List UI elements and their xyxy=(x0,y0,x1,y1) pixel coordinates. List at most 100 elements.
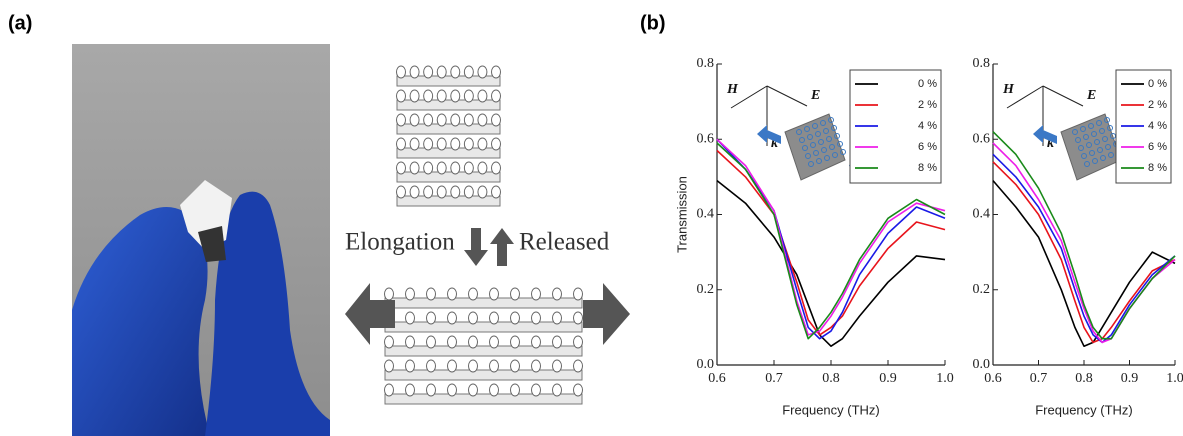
fiber-end xyxy=(448,360,457,372)
inset-label: H xyxy=(1002,82,1015,97)
y-tick-label: 0.4 xyxy=(697,207,715,222)
y-tick-label: 0.6 xyxy=(697,131,715,146)
fiber-end xyxy=(406,384,415,396)
fiber-end xyxy=(451,162,460,174)
fiber-end xyxy=(437,186,446,198)
fiber-end xyxy=(492,90,501,102)
inset-arrow xyxy=(757,125,781,144)
fiber xyxy=(385,370,582,380)
fiber-end xyxy=(451,90,460,102)
fiber xyxy=(385,298,582,308)
series-line xyxy=(717,181,945,347)
panel-label: (a) xyxy=(8,12,32,34)
fiber-end xyxy=(478,138,487,150)
fiber-end xyxy=(478,162,487,174)
fiber-end xyxy=(427,288,436,300)
fiber-end xyxy=(385,336,394,348)
fiber-end xyxy=(406,336,415,348)
fiber-end xyxy=(424,114,433,126)
fiber-end xyxy=(553,312,562,324)
panel-label: (b) xyxy=(640,12,666,34)
fiber-end xyxy=(451,138,460,150)
x-tick-label: 0.6 xyxy=(984,371,1002,386)
y-tick-label: 0.8 xyxy=(973,56,991,71)
fiber-end xyxy=(406,360,415,372)
x-tick-label: 0.7 xyxy=(1030,371,1048,386)
x-tick-label: 0.8 xyxy=(822,371,840,386)
fiber-end xyxy=(385,360,394,372)
x-tick-label: 0.6 xyxy=(708,371,726,386)
released-label: Released xyxy=(519,229,610,256)
fiber-end xyxy=(478,66,487,78)
fiber-end xyxy=(469,312,478,324)
fiber-end xyxy=(406,312,415,324)
fiber-end xyxy=(490,360,499,372)
fiber-end xyxy=(397,66,406,78)
fiber-end xyxy=(478,114,487,126)
x-axis-label: Frequency (THz) xyxy=(782,402,880,417)
legend-label: 8 % xyxy=(918,162,937,174)
x-tick-label: 0.9 xyxy=(879,371,897,386)
fiber-end xyxy=(448,336,457,348)
fiber-end xyxy=(492,66,501,78)
y-tick-label: 0.6 xyxy=(973,131,991,146)
legend-label: 2 % xyxy=(1148,99,1167,111)
fiber-end xyxy=(410,66,419,78)
fiber-end xyxy=(448,384,457,396)
x-tick-label: 1.0 xyxy=(1166,371,1183,386)
fiber-end xyxy=(574,336,583,348)
x-axis-label: Frequency (THz) xyxy=(1035,402,1133,417)
fiber-end xyxy=(397,162,406,174)
fiber-end xyxy=(397,138,406,150)
fiber-end xyxy=(469,288,478,300)
fiber-end xyxy=(553,360,562,372)
fiber-end xyxy=(469,384,478,396)
fiber-end xyxy=(464,90,473,102)
fiber-end xyxy=(451,186,460,198)
fiber xyxy=(385,322,582,332)
x-tick-label: 0.8 xyxy=(1075,371,1093,386)
fiber-end xyxy=(427,384,436,396)
legend-label: 6 % xyxy=(918,141,937,153)
x-tick-label: 1.0 xyxy=(936,371,954,386)
fiber-end xyxy=(492,162,501,174)
fiber-end xyxy=(511,312,520,324)
inset-label: E xyxy=(810,88,820,103)
y-tick-label: 0.2 xyxy=(697,282,715,297)
x-tick-label: 0.7 xyxy=(765,371,783,386)
legend-label: 0 % xyxy=(1148,78,1167,90)
arrow-up xyxy=(490,228,514,266)
arrow-down xyxy=(464,228,488,266)
fiber-end xyxy=(385,384,394,396)
fiber-end xyxy=(397,90,406,102)
fiber-end xyxy=(464,66,473,78)
fiber-end xyxy=(464,162,473,174)
x-tick-label: 0.9 xyxy=(1121,371,1139,386)
y-tick-label: 0.0 xyxy=(697,357,715,372)
figure: (a) (b) Elongation Released 0.0 0.2 0.4 0.6… xyxy=(0,0,1183,436)
fiber-end xyxy=(427,336,436,348)
elongation-label: Elongation xyxy=(345,229,455,256)
fiber-end xyxy=(437,90,446,102)
y-tick-label: 0.0 xyxy=(973,357,991,372)
fiber-end xyxy=(532,312,541,324)
fiber-end xyxy=(574,288,583,300)
fiber-end xyxy=(424,90,433,102)
y-tick-label: 0.4 xyxy=(973,207,991,222)
fiber-end xyxy=(492,114,501,126)
fiber-end xyxy=(490,288,499,300)
series-line xyxy=(993,181,1175,347)
fiber-end xyxy=(424,66,433,78)
legend-label: 4 % xyxy=(1148,120,1167,132)
legend-label: 6 % xyxy=(1148,141,1167,153)
fiber-end xyxy=(553,384,562,396)
fiber-end xyxy=(451,66,460,78)
fiber-end xyxy=(437,114,446,126)
legend-label: 0 % xyxy=(918,78,937,90)
fiber-end xyxy=(406,288,415,300)
legend-label: 2 % xyxy=(918,99,937,111)
fiber-end xyxy=(478,186,487,198)
fiber-end xyxy=(410,186,419,198)
y-tick-label: 0.8 xyxy=(697,56,715,71)
fiber-end xyxy=(464,138,473,150)
